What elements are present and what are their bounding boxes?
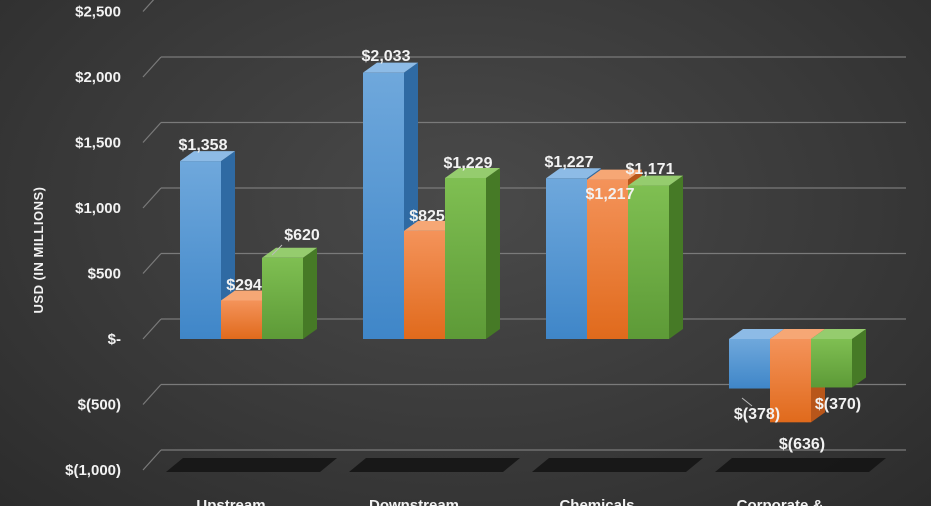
data-label-series-3-2: $1,171 — [626, 161, 675, 178]
bar-top — [770, 329, 825, 339]
gridline-connector — [142, 449, 162, 471]
gridline-connector — [142, 253, 162, 274]
y-tick-label: $(1,000) — [65, 462, 121, 479]
bar-side — [303, 247, 317, 339]
data-label-series-3-3: $(370) — [815, 396, 861, 413]
y-axis-ticks: $2,500 $2,000 $1,500 $1,000 $500 $- $(500) $(1,… — [65, 4, 121, 480]
y-tick-label: $2,500 — [75, 4, 121, 21]
y-tick-label: $2,000 — [75, 69, 121, 86]
gridline-connector — [142, 56, 162, 78]
y-axis-title: USD (IN MILLIONS) — [31, 187, 46, 314]
floor-shadows — [166, 458, 886, 472]
floor-shadow — [715, 458, 886, 472]
bar-top — [363, 62, 418, 73]
bar-top — [811, 329, 866, 339]
gridline-connector — [142, 318, 162, 340]
bar-front — [546, 178, 587, 339]
category-label: Chemicals — [559, 497, 634, 506]
category-labels: Upstream Downstream Chemicals Corporate & — [196, 497, 823, 506]
category-label: Downstream — [369, 497, 459, 506]
bar-side — [852, 329, 866, 388]
data-label-series-2-2: $1,217 — [586, 186, 635, 203]
bar-series-3-1 — [445, 168, 500, 339]
leader-line — [271, 244, 283, 256]
category-label: Corporate & — [737, 497, 824, 506]
bar-side — [669, 175, 683, 339]
data-label-series-3-0: $620 — [284, 227, 320, 244]
y-tick-label: $(500) — [78, 397, 121, 414]
gridline-connector — [142, 187, 162, 209]
leader-line — [741, 397, 753, 407]
bar-front — [221, 300, 262, 339]
bar-front — [363, 72, 404, 339]
bar-top — [628, 175, 683, 186]
bar-top — [546, 168, 601, 179]
bars — [180, 62, 866, 423]
bar-front — [811, 339, 852, 388]
floor-shadow — [166, 458, 337, 472]
data-labels: $1,358 $2,033 $1,227 $(378) $294 $825 $1,217 $(… — [179, 48, 862, 453]
data-label-series-1-1: $2,033 — [362, 48, 411, 65]
bar-top — [587, 169, 642, 180]
bar-front — [628, 185, 669, 339]
y-tick-label: $- — [108, 331, 121, 348]
bar-series-3-3 — [811, 329, 866, 388]
floor-shadow — [532, 458, 703, 472]
category-label: Upstream — [196, 497, 265, 506]
bar-front — [445, 178, 486, 339]
bar-series-3-2 — [628, 175, 683, 339]
bar-top — [180, 151, 235, 162]
bar-front — [729, 339, 770, 389]
data-label-series-1-2: $1,227 — [545, 154, 594, 171]
data-label-series-1-0: $1,358 — [179, 137, 228, 154]
bar-top — [729, 329, 784, 339]
bar-front — [770, 339, 811, 423]
data-label-series-1-3: $(378) — [734, 406, 780, 423]
bar-front — [180, 161, 221, 339]
bar-side — [486, 168, 500, 339]
bar-top — [445, 168, 500, 179]
gridline-connector — [142, 384, 162, 405]
y-tick-label: $1,500 — [75, 135, 121, 152]
gridline-connector — [142, 122, 162, 143]
bar-front — [404, 230, 445, 339]
y-tick-label: $1,000 — [75, 200, 121, 217]
bar-series-3-0 — [262, 247, 317, 339]
data-label-series-3-1: $1,229 — [444, 155, 493, 172]
floor-shadow — [349, 458, 520, 472]
gridline-connector — [142, 0, 155, 12]
bar-front — [262, 257, 303, 339]
bar-top — [262, 247, 317, 258]
y-tick-label: $500 — [88, 266, 121, 283]
data-label-series-2-1: $825 — [409, 208, 445, 225]
bar-front — [587, 179, 628, 339]
data-label-series-2-0: $294 — [226, 277, 262, 294]
bar-series-1-0 — [180, 151, 235, 339]
data-label-series-2-3: $(636) — [779, 436, 825, 453]
bar-side — [221, 151, 235, 339]
